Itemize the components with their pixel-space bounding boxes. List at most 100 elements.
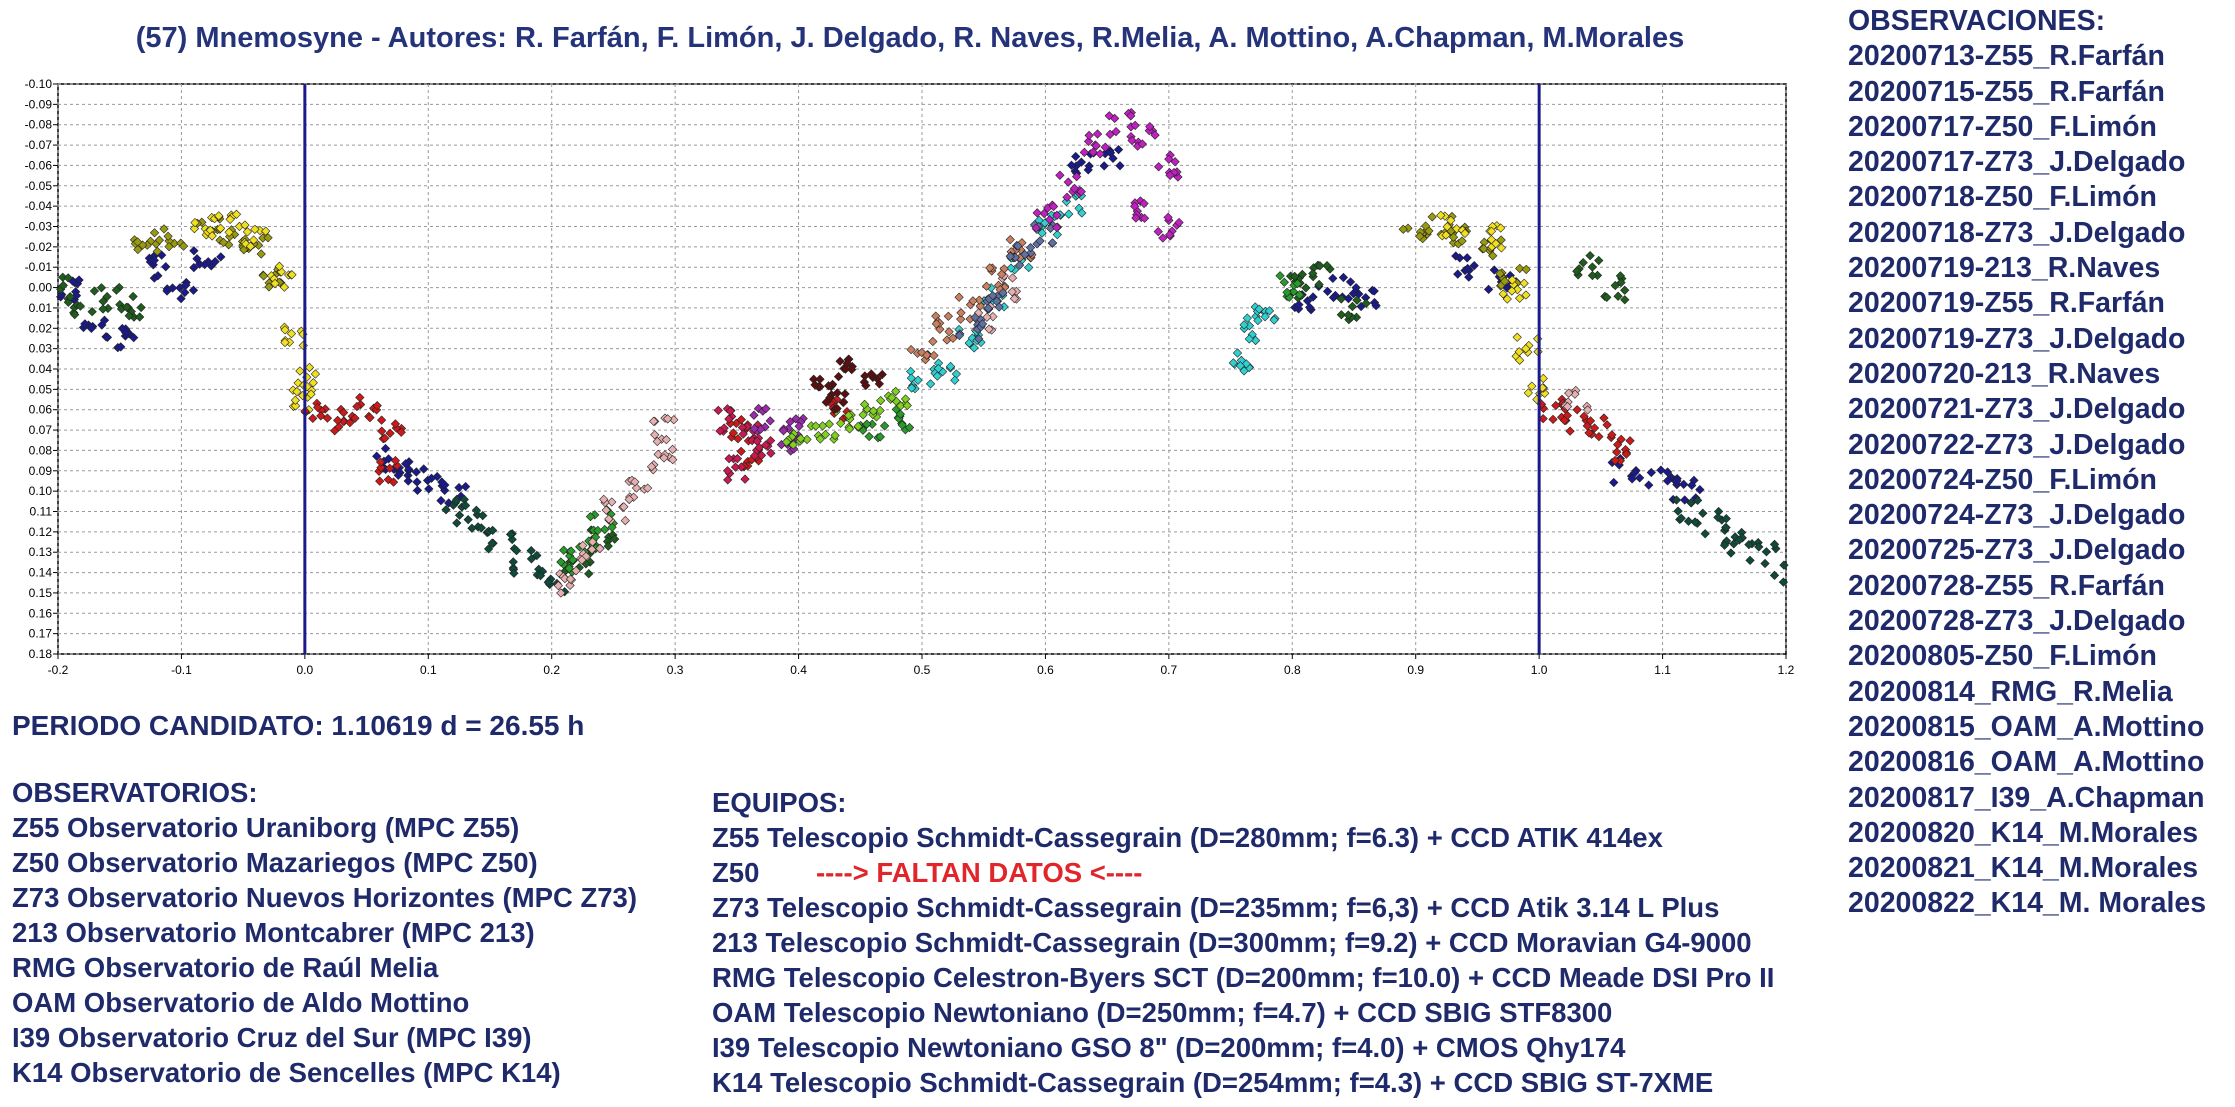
y-tick-label: 0.15	[29, 586, 53, 600]
data-point-pink	[630, 477, 640, 487]
data-point-cyan	[1254, 304, 1264, 314]
data-point-red	[375, 476, 385, 486]
data-point-yellow	[207, 231, 217, 241]
data-point-olive	[264, 282, 274, 292]
data-point-yellow	[1527, 381, 1537, 391]
data-point-yellow	[1442, 222, 1452, 232]
observation-item: 20200820_K14_M.Morales	[1848, 816, 2199, 849]
data-point-crimson	[766, 448, 776, 458]
data-point-yellow	[215, 223, 226, 233]
x-tick-label: 1.1	[1654, 663, 1671, 677]
data-point-teal	[1754, 542, 1764, 552]
data-point-pink	[601, 505, 611, 515]
data-point-pink	[565, 574, 576, 584]
y-tick-label: -0.05	[25, 179, 53, 193]
data-point-green	[585, 512, 596, 522]
data-point-yellow	[1436, 210, 1446, 220]
data-point-navy	[181, 280, 191, 290]
data-point-slate	[983, 303, 993, 313]
data-point-darkgreen	[1620, 285, 1630, 295]
data-point-red	[1551, 400, 1561, 411]
data-point-yellow	[286, 329, 297, 339]
data-point-green	[568, 555, 578, 565]
data-point-navy	[1345, 277, 1356, 287]
candidate-period: PERIODO CANDIDATO: 1.10619 d = 26.55 h	[12, 710, 585, 741]
y-tick-label: 0.16	[29, 606, 53, 620]
data-point-magenta	[1045, 215, 1055, 225]
data-point-magenta	[1131, 213, 1141, 223]
data-point-salmon	[928, 336, 938, 347]
data-point-magenta	[1150, 130, 1160, 140]
data-point-pink	[1009, 294, 1020, 304]
data-point-red	[388, 477, 399, 487]
data-point-magenta	[1088, 147, 1098, 157]
data-point-teal	[532, 550, 542, 561]
data-point-yellow	[240, 220, 250, 230]
data-point-yellow	[292, 387, 302, 397]
data-point-yellow	[1498, 289, 1508, 299]
data-point-teal	[1713, 512, 1723, 523]
data-point-cyan	[1232, 348, 1243, 358]
data-point-navy	[440, 480, 450, 490]
data-point-yellow	[214, 211, 224, 221]
data-point-pink	[587, 544, 597, 555]
data-point-cyan	[1264, 306, 1275, 316]
data-point-navy	[1322, 286, 1333, 297]
data-point-slate	[954, 330, 965, 341]
data-point-pink	[1007, 273, 1018, 283]
data-point-navy	[1115, 161, 1125, 171]
x-tick-label: 0.4	[790, 663, 807, 677]
data-point-olive	[1421, 221, 1431, 231]
data-point-cyan	[1269, 315, 1279, 325]
data-point-pink	[604, 514, 614, 524]
data-point-magenta	[1072, 171, 1082, 182]
data-point-red	[1548, 414, 1558, 425]
observation-item: 20200725-Z73_J.Delgado	[1848, 534, 2186, 567]
data-point-navy	[149, 255, 159, 265]
data-point-salmon	[975, 301, 985, 311]
data-point-salmon	[956, 314, 966, 324]
data-point-red	[350, 413, 360, 423]
data-point-yellow	[1523, 388, 1533, 398]
data-point-pink	[663, 414, 673, 424]
data-point-darkgreen	[1301, 283, 1311, 293]
data-point-teal	[1726, 548, 1736, 558]
data-point-olive	[1427, 212, 1437, 222]
data-point-red	[1625, 436, 1635, 446]
data-point-darkgreen	[1585, 251, 1595, 261]
data-point-yellow	[279, 282, 289, 292]
data-point-navy	[188, 285, 199, 295]
data-point-slate	[1015, 260, 1025, 270]
data-point-red	[380, 433, 390, 443]
data-point-navy	[1489, 265, 1499, 275]
data-point-red	[1610, 455, 1620, 466]
data-point-navy	[200, 259, 210, 270]
data-point-yellow	[274, 261, 285, 271]
data-point-red	[377, 426, 387, 436]
equipment-item: Z55 Telescopio Schmidt-Cassegrain (D=280…	[712, 822, 1663, 853]
data-point-green	[895, 409, 906, 419]
data-point-darkred	[839, 397, 849, 407]
data-point-teal	[467, 523, 477, 533]
data-point-pink	[571, 566, 581, 576]
observation-item: 20200719-213_R.Naves	[1848, 252, 2161, 285]
observation-item: 20200717-Z50_F.Limón	[1848, 110, 2157, 143]
data-point-pink	[650, 430, 660, 440]
data-point-red	[372, 400, 382, 411]
data-point-darkred	[835, 356, 845, 366]
data-point-teal	[535, 571, 546, 581]
observation-item: 20200720-213_R.Naves	[1848, 357, 2161, 390]
data-point-navy	[102, 332, 113, 342]
data-point-yellow	[245, 241, 256, 251]
data-point-red	[728, 428, 739, 438]
chart-title: (57) Mnemosyne - Autores: R. Farfán, F. …	[135, 22, 1685, 54]
data-point-lime	[875, 405, 885, 416]
data-point-navy	[426, 473, 437, 483]
data-point-cyan	[1242, 313, 1252, 323]
data-point-magenta	[1165, 170, 1175, 180]
data-point-magenta	[1170, 157, 1180, 167]
observation-item: 20200722-Z73_J.Delgado	[1848, 428, 2186, 461]
data-point-teal	[526, 554, 537, 564]
data-point-olive	[1521, 264, 1531, 275]
x-tick-label: 1.0	[1531, 663, 1548, 677]
